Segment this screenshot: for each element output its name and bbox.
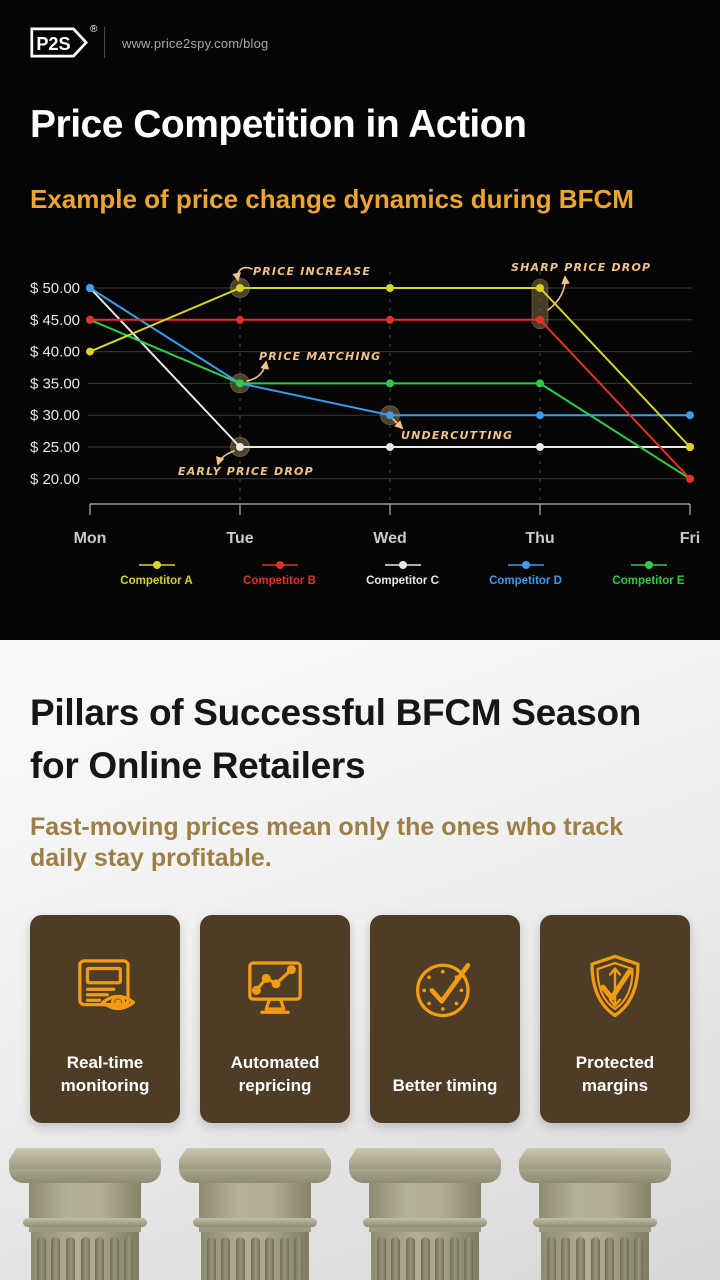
legend-marker-icon [261,560,298,570]
page-title: Price Competition in Action [30,103,527,146]
svg-text:$ 40.00: $ 40.00 [30,344,80,361]
card-better-timing: Better timing [370,915,520,1123]
svg-text:$ 45.00: $ 45.00 [30,312,80,329]
clock-check-icon [416,962,471,1018]
legend-marker-icon [630,560,667,570]
pillar-capital [0,1148,170,1280]
svg-text:$ 35.00: $ 35.00 [30,375,80,392]
svg-text:$ 20.00: $ 20.00 [30,471,80,488]
pillar-capital [340,1148,510,1280]
section-title: Pillars of Successful BFCM Season for On… [30,692,642,786]
annotation-label: PRICE INCREASE [253,265,372,278]
annotation-label: SHARP PRICE DROP [511,261,652,274]
price-line-chart: $ 50.00 $ 45.00 $ 40.00 $ 35.00 $ 30.00 $ 25.… [30,266,700,547]
legend-item: Competitor C [341,560,464,587]
legend-marker-icon [507,560,544,570]
card-real-time-monitoring: Real-time monitoring [30,915,180,1123]
svg-text:P2S: P2S [36,34,70,54]
pillar-capital [170,1148,340,1280]
annotation-label: EARLY PRICE DROP [178,465,314,478]
chart-annotations: PRICE INCREASE PRICE MATCHING EARLY PRICE … [178,261,652,478]
card-label: Automated repricing [230,1053,320,1095]
column-capitals [0,1148,720,1280]
card-label: Better timing [392,1076,498,1095]
p2s-logo-icon: P2S [30,27,88,58]
legend-marker-icon [138,560,175,570]
blog-url: www.price2spy.com/blog [122,36,269,51]
annotation-label: UNDERCUTTING [401,429,514,443]
section-subtitle: Fast-moving prices mean only the ones wh… [30,813,624,872]
annotation-label: PRICE MATCHING [259,350,382,364]
legend-item: Competitor D [464,560,587,587]
legend-marker-icon [384,560,421,570]
card-automated-repricing: Automated repricing [200,915,350,1123]
registered-mark: ® [90,24,98,35]
pillars-section: Pillars of Successful BFCM Season for On… [0,640,720,1280]
logo: P2S ® [30,24,98,58]
svg-text:Tue: Tue [226,530,253,547]
svg-text:$ 30.00: $ 30.00 [30,407,80,424]
page-subtitle: Example of price change dynamics during … [30,184,634,214]
card-label: Real-time monitoring [60,1053,150,1095]
svg-text:Fri: Fri [680,530,700,547]
chart-legend: Competitor A Competitor B Competitor C Comp… [95,560,710,587]
svg-text:$ 50.00: $ 50.00 [30,280,80,297]
shield-check-icon [590,954,640,1018]
svg-text:Mon: Mon [74,530,107,547]
legend-item: Competitor E [587,560,710,587]
card-protected-margins: Protected margins [540,915,690,1123]
legend-item: Competitor B [218,560,341,587]
monitor-eye-icon [78,959,136,1011]
svg-text:Thu: Thu [525,530,554,547]
svg-text:$ 25.00: $ 25.00 [30,439,80,456]
pillar-cards: Real-time monitoring Automated repricing [30,915,690,1123]
header-divider [104,27,105,58]
card-label: Protected margins [575,1053,655,1095]
legend-item: Competitor A [95,560,218,587]
pillar-capital [510,1148,680,1280]
monitor-chart-icon [248,961,302,1014]
svg-text:Wed: Wed [373,530,406,547]
